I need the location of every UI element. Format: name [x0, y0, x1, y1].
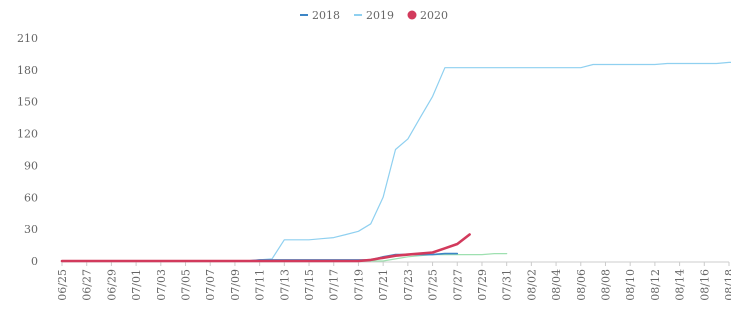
x-tick-label: 08/16 [698, 269, 711, 301]
x-tick-label: 06/25 [56, 269, 69, 301]
x-tick-label: 07/13 [278, 269, 291, 301]
x-tick-label: 07/07 [204, 269, 217, 301]
y-tick-label: 60 [24, 191, 38, 204]
legend-label: 2020 [420, 9, 448, 22]
y-tick-label: 30 [24, 223, 38, 236]
y-tick-label: 210 [17, 32, 38, 45]
x-tick-label: 07/11 [254, 269, 267, 301]
legend-marker [407, 10, 417, 20]
x-tick-label: 06/27 [81, 269, 94, 301]
y-tick-label: 150 [17, 96, 38, 109]
series-line-2019 [61, 61, 731, 262]
series-line-2020 [60, 233, 471, 263]
y-tick-label: 120 [17, 128, 38, 141]
y-axis: 0 30 60 90 120 150 180 210 [17, 32, 38, 268]
x-tick-label: 08/02 [525, 269, 538, 301]
x-tick-label: 07/17 [328, 269, 341, 301]
x-tick-label: 08/08 [599, 269, 612, 301]
x-tick-label: 07/15 [303, 269, 316, 301]
y-tick-label: 90 [24, 159, 38, 172]
x-tick-label: 08/18 [723, 269, 731, 301]
legend-item-2019[interactable]: 2019 [354, 9, 394, 22]
x-axis: 06/25 06/27 06/29 07/01 07/03 07/05 07/07 07/09… [56, 261, 731, 301]
x-tick-label: 07/03 [155, 269, 168, 301]
x-tick-label: 07/25 [427, 269, 440, 301]
x-tick-label: 07/31 [501, 269, 514, 301]
x-tick-label: 07/05 [180, 269, 193, 301]
chart-legend: 2018 2019 2020 [300, 9, 448, 22]
x-tick-label: 08/14 [674, 269, 687, 301]
legend-item-2018[interactable]: 2018 [300, 9, 340, 22]
x-tick-label: 07/27 [451, 269, 464, 301]
x-tick-label: 08/04 [550, 269, 563, 301]
x-tick-label: 07/19 [352, 269, 365, 301]
x-tick-label: 07/21 [377, 269, 390, 301]
legend-item-2020[interactable]: 2020 [407, 9, 449, 22]
x-tick-label: 07/23 [402, 269, 415, 301]
x-tick-label: 08/10 [624, 269, 637, 301]
y-tick-label: 180 [17, 64, 38, 77]
series-layer [60, 61, 731, 263]
x-tick-label: 07/09 [229, 269, 242, 301]
legend-label: 2019 [366, 9, 394, 22]
x-tick-label: 06/29 [105, 269, 118, 301]
legend-label: 2018 [312, 9, 340, 22]
x-tick-label: 08/06 [575, 269, 588, 301]
y-tick-label: 0 [31, 255, 38, 268]
x-tick-label: 07/01 [130, 269, 143, 301]
x-tick-label: 07/29 [476, 269, 489, 301]
x-tick-label: 08/12 [649, 269, 662, 301]
